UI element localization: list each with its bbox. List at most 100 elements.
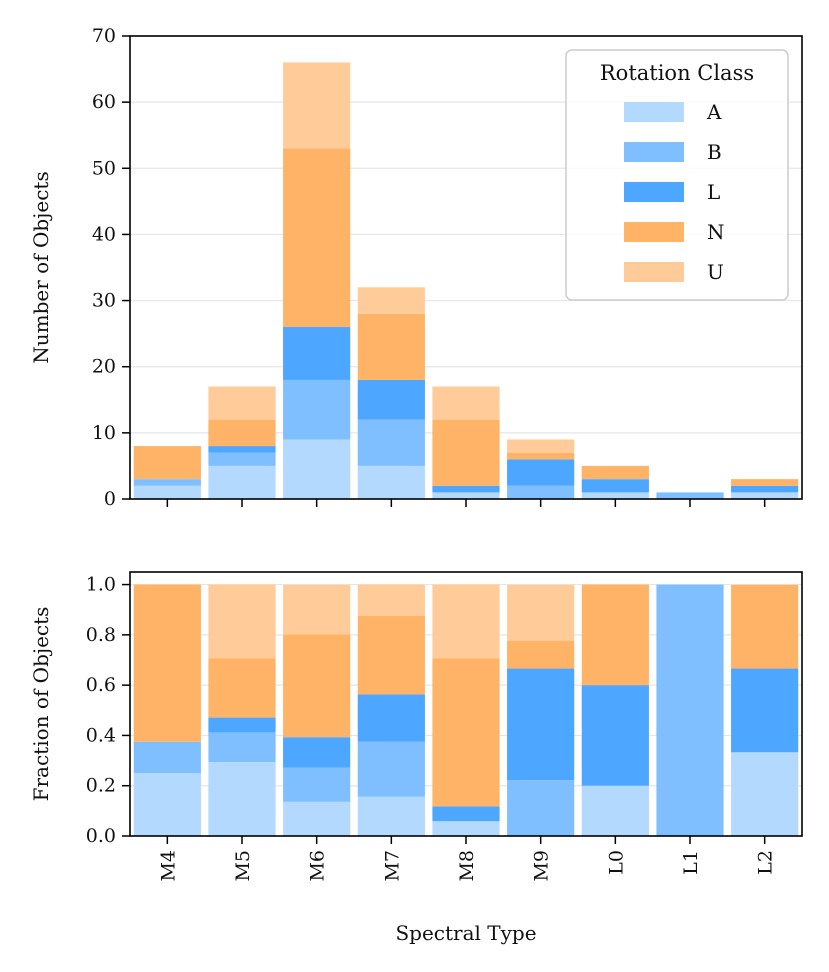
bottom-bar-M7-L <box>357 694 425 742</box>
top-ytick-label: 40 <box>92 223 116 245</box>
bottom-bar-L0-A <box>581 785 649 836</box>
top-ytick-label: 0 <box>104 488 116 510</box>
top-ytick-label: 30 <box>92 290 116 312</box>
legend-swatch-L <box>624 182 684 202</box>
top-bar-M9-N <box>507 452 575 460</box>
top-ytick-label: 50 <box>92 157 116 179</box>
top-ytick-label: 20 <box>92 356 116 378</box>
xtick-label-M4: M4 <box>157 850 179 882</box>
bottom-bar-M5-A <box>208 762 276 836</box>
bottom-bar-M7-U <box>357 584 425 616</box>
xtick-label-M7: M7 <box>381 850 403 882</box>
legend-title: Rotation Class <box>600 61 754 85</box>
top-bar-L1-B <box>656 492 724 499</box>
top-bar-M7-L <box>357 379 425 420</box>
bottom-ytick-label: 0.0 <box>86 825 116 847</box>
legend-box <box>565 49 789 301</box>
bottom-bar-M4-N <box>133 584 201 742</box>
top-bar-M8-L <box>432 485 500 493</box>
bottom-bar-M4-B <box>133 741 201 774</box>
bottom-bar-M9-L <box>507 668 575 781</box>
top-bar-M7-U <box>357 287 425 314</box>
xtick-label-M5: M5 <box>232 850 254 882</box>
top-bar-M7-A <box>357 465 425 499</box>
top-bar-M5-L <box>208 446 276 453</box>
top-bar-L2-L <box>731 485 799 493</box>
top-bar-L0-N <box>581 465 649 480</box>
top-bar-M8-A <box>432 492 500 499</box>
xtick-label-M9: M9 <box>531 850 553 882</box>
legend-swatch-B <box>624 142 684 162</box>
top-ytick-label: 10 <box>92 422 116 444</box>
top-bar-M6-B <box>283 379 351 440</box>
bottom-ytick-label: 0.4 <box>86 724 116 746</box>
top-bar-M9-B <box>507 485 575 499</box>
bottom-bar-M5-N <box>208 658 276 718</box>
top-bar-M4-A <box>133 485 201 499</box>
bottom-ytick-label: 1.0 <box>86 574 116 596</box>
bottom-bar-M8-L <box>432 806 500 822</box>
xtick-label-L1: L1 <box>680 850 702 875</box>
xtick-label-L2: L2 <box>755 850 777 875</box>
top-ylabel: Number of Objects <box>29 171 53 363</box>
bottom-panel: 0.0 0.2 0.4 0.6 0.8 1.0 M4 M5 M6 M7 M8 M9 L0 L1 L2 Frac… <box>29 571 803 945</box>
top-bar-L2-A <box>731 492 799 499</box>
top-bar-M9-U <box>507 439 575 453</box>
bottom-bar-M8-U <box>432 584 500 659</box>
top-bar-M5-N <box>208 419 276 447</box>
bottom-bar-M6-A <box>283 801 351 836</box>
legend-label-B: B <box>707 140 722 164</box>
top-bar-M4-B <box>133 479 201 486</box>
legend-swatch-U <box>624 262 684 282</box>
top-bar-M8-U <box>432 386 500 420</box>
bottom-bar-M4-A <box>133 773 201 836</box>
legend-label-A: A <box>706 100 722 124</box>
legend-label-U: U <box>707 260 724 284</box>
top-bar-M9-L <box>507 459 575 486</box>
legend-swatch-N <box>624 222 684 242</box>
legend-label-L: L <box>707 180 720 204</box>
bottom-bar-L2-A <box>731 752 799 836</box>
bottom-bar-M5-B <box>208 732 276 763</box>
bottom-bar-L2-L <box>731 668 799 753</box>
top-ytick-label: 70 <box>92 25 116 47</box>
top-bar-M8-N <box>432 419 500 486</box>
bottom-ytick-label: 0.6 <box>86 674 116 696</box>
bottom-bar-M9-N <box>507 640 575 669</box>
top-bar-M4-N <box>133 446 201 480</box>
bottom-ytick-label: 0.8 <box>86 624 116 646</box>
bottom-ylabel: Fraction of Objects <box>29 607 53 802</box>
top-bar-L0-A <box>581 492 649 499</box>
xtick-label-L0: L0 <box>605 850 627 875</box>
bottom-axes-frame <box>129 571 803 837</box>
xtick-label-M8: M8 <box>456 850 478 882</box>
bottom-bar-M9-U <box>507 584 575 641</box>
legend-swatch-A <box>624 102 684 122</box>
xtick-label-M6: M6 <box>307 850 329 882</box>
bottom-bar-M8-A <box>432 821 500 836</box>
bottom-bar-M9-B <box>507 780 575 836</box>
top-bar-M7-B <box>357 419 425 466</box>
bottom-bar-M5-L <box>208 717 276 733</box>
top-ytick-label: 60 <box>92 91 116 113</box>
bottom-bar-M7-A <box>357 796 425 836</box>
top-bar-L0-L <box>581 479 649 493</box>
bottom-bar-M8-N <box>432 658 500 807</box>
bottom-bar-M7-N <box>357 616 425 695</box>
bottom-bar-M5-U <box>208 584 276 659</box>
top-bar-M6-N <box>283 148 351 328</box>
top-bar-M6-L <box>283 327 351 380</box>
bottom-bar-M6-B <box>283 767 351 802</box>
bottom-bar-M7-B <box>357 741 425 797</box>
bottom-ytick-label: 0.2 <box>86 775 116 797</box>
bottom-bar-M6-N <box>283 634 351 738</box>
top-axes-frame <box>129 35 803 500</box>
bottom-bar-L1-B <box>656 584 724 836</box>
legend-label-N: N <box>707 220 725 244</box>
top-bar-M5-B <box>208 452 276 466</box>
bottom-bar-M6-L <box>283 737 351 768</box>
top-bar-L2-N <box>731 479 799 486</box>
bottom-bar-L0-L <box>581 685 649 786</box>
